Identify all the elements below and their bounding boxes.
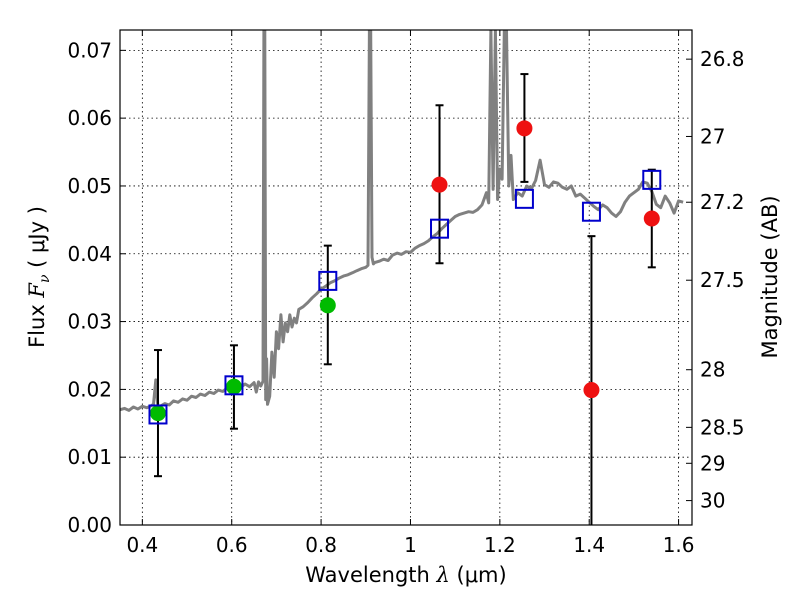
model-box xyxy=(430,218,450,239)
x-axis-label-prefix: Wavelength xyxy=(305,563,436,587)
x-tick-label: 0.4 xyxy=(126,533,158,557)
model-box xyxy=(581,201,601,222)
x-tick-label: 1.4 xyxy=(573,533,605,557)
y2-axis-label: Magnitude (AB) xyxy=(758,195,782,358)
y-axis-label-prefix: Flux xyxy=(25,298,49,348)
series-layer xyxy=(120,30,684,525)
photometry-point xyxy=(319,297,336,314)
model-box xyxy=(642,169,662,190)
y2-tick-label: 27 xyxy=(700,124,725,148)
model-box xyxy=(148,404,168,425)
plot-area xyxy=(120,30,692,525)
y-axis-label-symbol: F xyxy=(25,282,49,299)
photometry-point xyxy=(149,405,166,422)
x-axis-label-symbol: λ xyxy=(436,563,450,587)
y-tick-label: 0.03 xyxy=(67,310,112,334)
y-tick-label: 0.06 xyxy=(67,106,112,130)
x-axis-label-unit: (μm) xyxy=(450,563,507,587)
y2-tick-label: 30 xyxy=(700,489,725,513)
x-tick-label: 0.6 xyxy=(216,533,248,557)
y-tick-label: 0.04 xyxy=(67,242,112,266)
photometry-point xyxy=(225,378,242,395)
y2-tick-label: 26.8 xyxy=(700,47,745,71)
photometry-point xyxy=(643,210,660,227)
model-box xyxy=(514,188,534,209)
x-tick-label: 1 xyxy=(404,533,417,557)
model-box xyxy=(318,270,338,291)
y-tick-label: 0.02 xyxy=(67,377,112,401)
model-box xyxy=(224,375,244,396)
y-axis-label-sub: ν xyxy=(37,274,53,283)
error-bar xyxy=(587,235,596,525)
y2-tick-label: 28 xyxy=(700,358,725,382)
photometry-point xyxy=(431,176,448,193)
y-tick-label: 0.01 xyxy=(67,445,112,469)
y-axis-label: Flux Fν ( μJy ) xyxy=(25,206,53,348)
photometry-point xyxy=(516,120,533,137)
photometry-point xyxy=(583,382,600,399)
y2-tick-label: 27.2 xyxy=(700,190,745,214)
x-tick-label: 1.2 xyxy=(484,533,516,557)
y-tick-label: 0.00 xyxy=(67,513,112,537)
y-tick-label: 0.05 xyxy=(67,174,112,198)
grid xyxy=(120,30,692,525)
y2-tick-label: 28.5 xyxy=(700,415,745,439)
model-spectrum-line xyxy=(120,30,684,412)
x-tick-label: 1.6 xyxy=(663,533,695,557)
x-tick-label: 0.8 xyxy=(305,533,337,557)
plot-frame xyxy=(119,29,693,526)
y-axis-label-unit: ( μJy ) xyxy=(25,206,49,274)
x-axis-label: Wavelength λ (μm) xyxy=(305,563,506,587)
y2-tick-label: 27.5 xyxy=(700,268,745,292)
labels-layer: 0.4 0.6 0.8 1 1.2 1.4 1.6 0.00 0.01 0.02 0.03 0.04 0… xyxy=(67,38,744,557)
ticks-layer xyxy=(120,30,692,526)
y2-tick-label: 29 xyxy=(700,451,725,475)
y-tick-label: 0.07 xyxy=(67,38,112,62)
